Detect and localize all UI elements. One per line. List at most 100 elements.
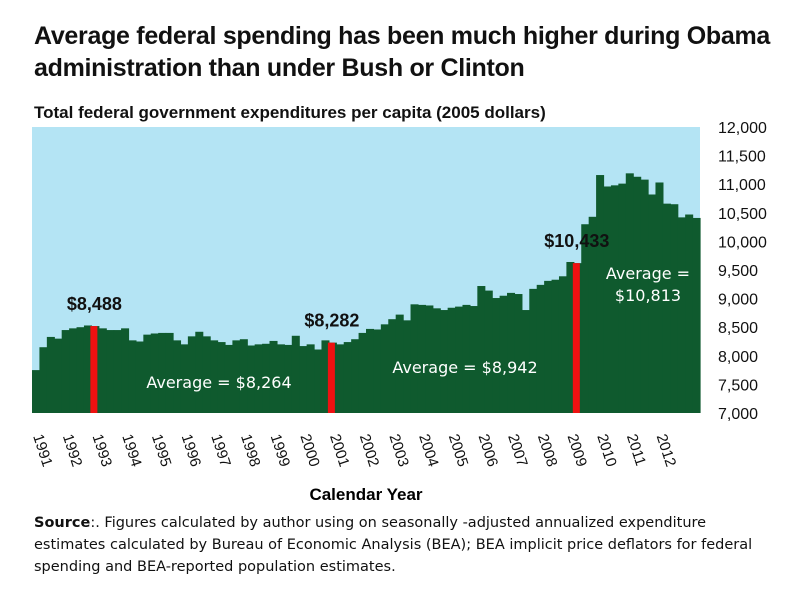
bar [351,339,360,413]
bar [150,333,159,413]
bar [670,204,679,413]
bar [536,284,545,413]
bar [558,276,567,413]
bar [121,328,130,413]
bar [544,280,553,413]
bar [128,340,137,413]
x-tick-label: 1992 [59,432,85,469]
bar [291,335,300,413]
x-axis-title: Calendar Year [309,485,422,504]
bar [410,304,419,413]
bar [358,332,367,413]
x-tick-label: 2009 [564,432,590,469]
bar [514,294,523,413]
average-annotation: Average = $8,264 [146,373,291,392]
bar [507,292,516,413]
x-tick-label: 2007 [504,432,530,469]
x-tick-label: 2004 [415,432,441,469]
bar [477,286,486,413]
x-tick-label: 1997 [207,432,233,469]
bar [321,340,330,413]
bar [373,329,382,413]
bar [284,344,293,413]
bar [224,344,233,413]
bar [269,340,278,413]
x-tick-label: 2003 [385,432,411,469]
x-tick-label: 2011 [623,432,649,468]
bar [76,327,85,413]
bar [306,344,315,413]
bar [692,217,701,413]
bar [210,340,219,413]
bar [484,290,493,413]
bar [54,338,63,413]
bar [336,344,345,413]
x-tick-label: 1996 [178,432,204,469]
bar [633,176,642,413]
bar [158,332,167,413]
bar [640,179,649,413]
y-tick-label: 11,500 [718,149,766,166]
y-tick-label: 9,000 [718,292,758,309]
bar [380,324,389,413]
bar [685,214,694,413]
bar [588,216,597,413]
bar [32,370,41,413]
y-tick-label: 9,500 [718,263,758,280]
bar [314,349,323,413]
marker-bar [327,342,335,413]
x-tick-label: 2012 [653,432,679,469]
bar [254,344,263,413]
bar [83,325,92,413]
bar [343,342,352,413]
bar [648,194,657,413]
y-tick-label: 11,000 [718,177,766,194]
x-tick-label: 2001 [326,432,352,469]
source-text: :. Figures calculated by author using on… [34,515,753,575]
y-tick-label: 8,000 [718,349,758,366]
bar [529,288,538,413]
bar [202,336,211,413]
x-tick-label: 2010 [593,432,619,469]
bar [39,347,48,413]
chart-title-line-2: administration than under Bush or Clinto… [34,54,525,82]
bar [143,334,152,413]
bar [217,342,226,413]
bar [403,320,412,413]
bar [521,310,530,413]
x-tick-label: 1999 [267,432,293,469]
bar [677,217,686,413]
x-axis-labels: 1991 1992 1993 1994 1995 1996 1997 1998 1999 2000… [29,432,679,469]
bar [499,295,508,413]
bar [239,339,248,413]
x-tick-label: 1991 [29,432,55,469]
average-annotation: Average = $8,942 [392,358,537,377]
source-note: Source:. Figures calculated by author us… [34,512,754,578]
marker-label: $10,433 [544,231,609,251]
x-tick-label: 1995 [148,432,174,469]
chart-title: Average federal spending has been much h… [34,20,774,84]
y-tick-label: 10,500 [718,206,767,223]
bar [61,330,70,413]
bar [469,306,478,413]
bar [596,175,605,413]
bar [262,343,271,413]
marker-label: $8,488 [67,294,122,314]
chart-subtitle: Total federal government expenditures pe… [34,103,546,122]
bar [187,336,196,413]
bar [551,279,560,413]
bar [492,298,501,413]
bar [581,224,590,413]
bar [195,331,204,413]
marker-label: $8,282 [304,311,359,331]
bar [440,310,449,413]
annotations-group: Average = $8,264 Average = $8,942 Average … [146,264,690,392]
bar [299,346,308,413]
bar [366,328,375,413]
bar [180,344,189,413]
bar [447,307,456,413]
bar [395,314,404,413]
bar [46,336,55,413]
bar [655,182,664,413]
